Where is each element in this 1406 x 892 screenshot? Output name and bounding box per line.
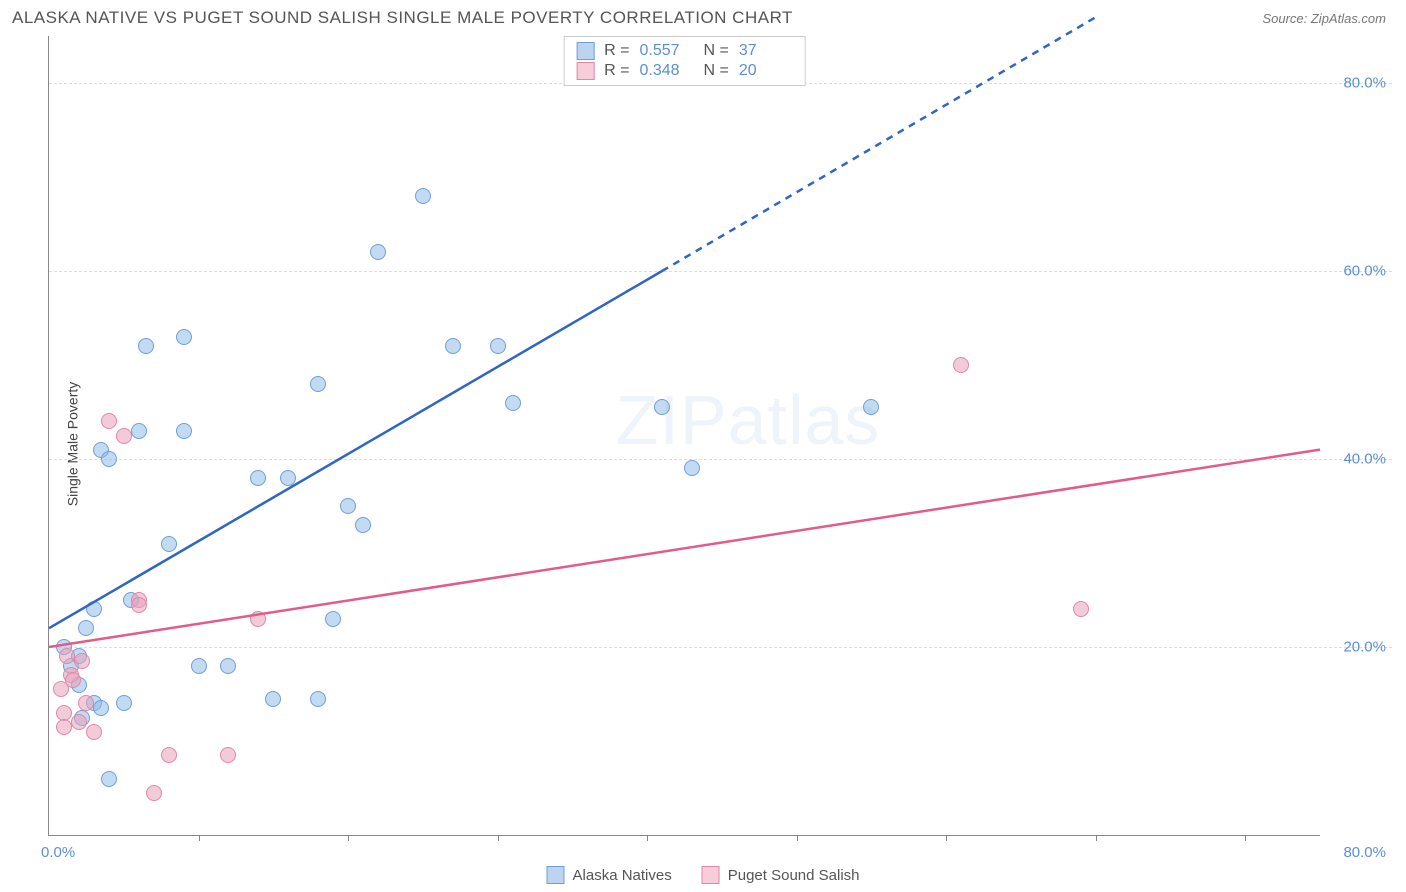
legend-series-label: Puget Sound Salish <box>728 867 860 884</box>
x-axis-label-min: 0.0% <box>41 844 75 861</box>
trend-line <box>49 450 1320 647</box>
y-axis-tick-label: 20.0% <box>1343 639 1386 656</box>
y-axis-tick-label: 40.0% <box>1343 451 1386 468</box>
legend-n-value: 20 <box>739 62 793 80</box>
x-axis-tick <box>1096 835 1097 841</box>
x-axis-tick <box>498 835 499 841</box>
legend-correlation: R = 0.557 N = 37 R = 0.348 N = 20 <box>563 36 806 86</box>
legend-r-label: R = <box>604 62 629 80</box>
legend-swatch <box>576 42 594 60</box>
legend-r-value: 0.348 <box>640 62 694 80</box>
chart-container: Single Male Poverty ZIPatlas R =0.557N =… <box>12 36 1392 852</box>
x-axis-tick <box>647 835 648 841</box>
legend-n-value: 37 <box>739 42 793 60</box>
legend-series-label: Alaska Natives <box>573 867 672 884</box>
legend-swatch <box>576 62 594 80</box>
chart-title: ALASKA NATIVE VS PUGET SOUND SALISH SING… <box>12 8 793 28</box>
trend-line <box>49 271 662 628</box>
legend-n-label: N = <box>704 62 729 80</box>
x-axis-tick <box>199 835 200 841</box>
legend-n-label: N = <box>704 42 729 60</box>
legend-series: Alaska Natives Puget Sound Salish <box>547 866 860 884</box>
legend-swatch <box>547 866 565 884</box>
source-attribution: Source: ZipAtlas.com <box>1262 11 1386 26</box>
trend-lines <box>49 36 1320 835</box>
legend-swatch <box>702 866 720 884</box>
x-axis-tick <box>797 835 798 841</box>
y-axis-tick-label: 80.0% <box>1343 75 1386 92</box>
legend-correlation-row: R = 0.557 N = 37 <box>576 41 793 61</box>
plot-area: ZIPatlas R =0.557N =37R =0.348N =20 0.0%… <box>48 36 1320 836</box>
legend-series-item: Puget Sound Salish <box>702 866 860 884</box>
legend-series-item: Alaska Natives <box>547 866 672 884</box>
legend-correlation-row: R = 0.348 N = 20 <box>576 61 793 81</box>
y-axis-tick-label: 60.0% <box>1343 263 1386 280</box>
legend-r-label: R = <box>604 42 629 60</box>
x-axis-tick <box>946 835 947 841</box>
x-axis-tick <box>1245 835 1246 841</box>
x-axis-label-max: 80.0% <box>1343 844 1386 861</box>
legend-r-value: 0.557 <box>640 42 694 60</box>
x-axis-tick <box>348 835 349 841</box>
